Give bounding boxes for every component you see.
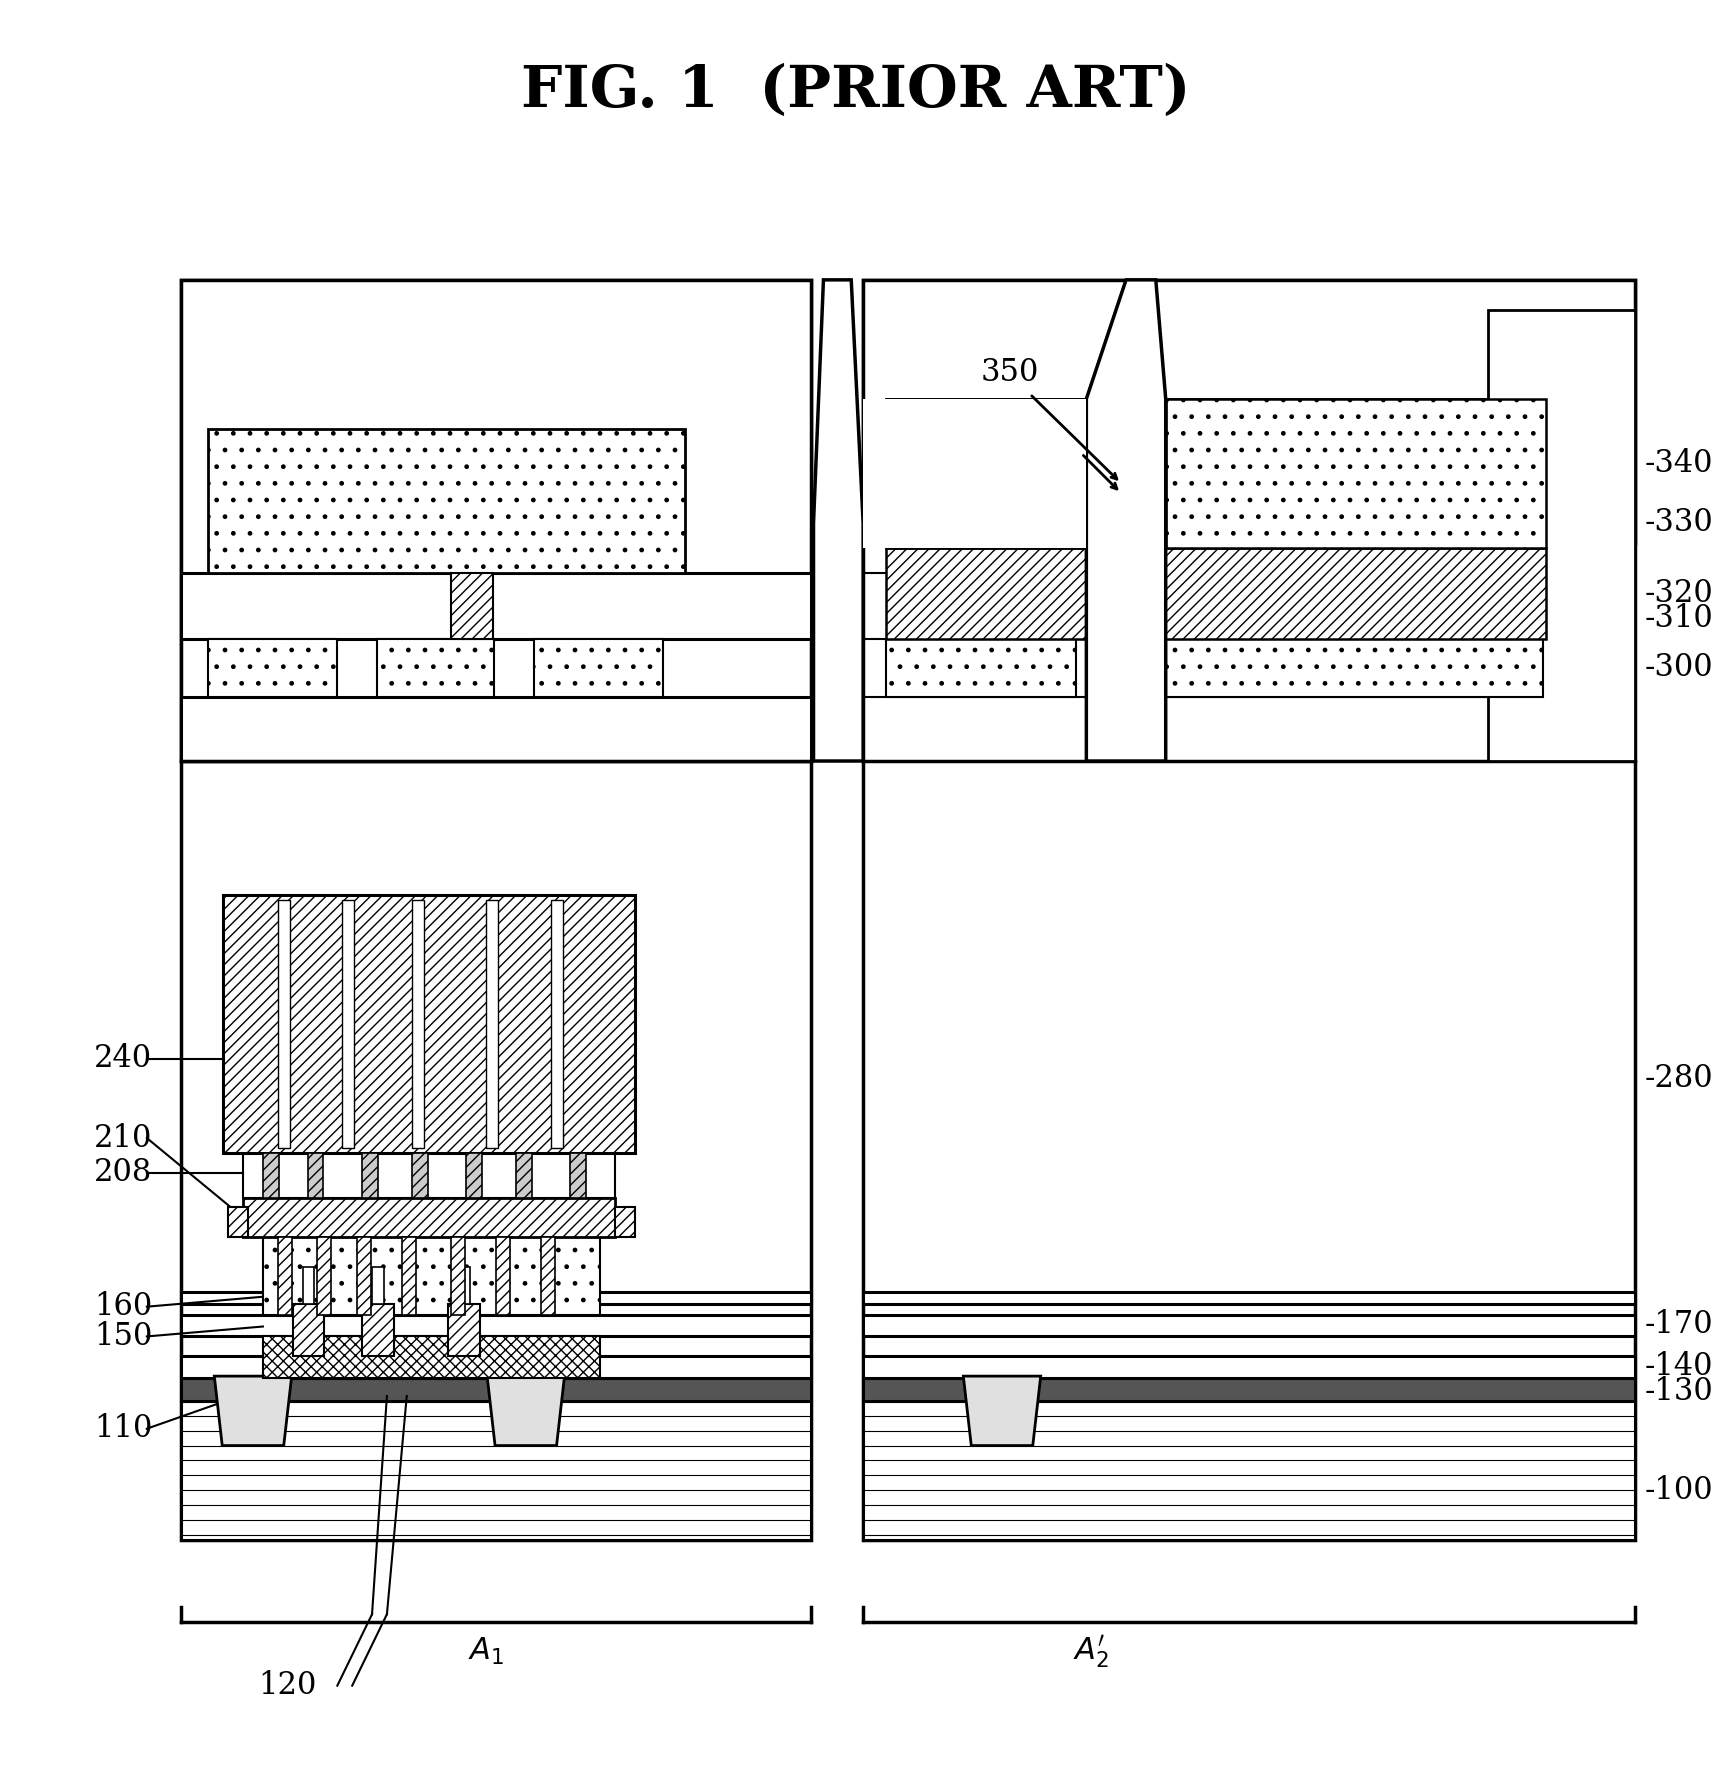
Bar [863, 279, 1633, 1541]
Bar [243, 1153, 615, 1197]
Bar [317, 1236, 331, 1315]
Bar [181, 697, 810, 761]
Bar [181, 1379, 810, 1400]
Text: 150: 150 [95, 1322, 153, 1352]
Bar [181, 279, 810, 1541]
Polygon shape [963, 1377, 1041, 1446]
Text: 240: 240 [95, 1042, 152, 1075]
Text: 210: 210 [95, 1123, 153, 1153]
Bar [448, 1304, 481, 1356]
Polygon shape [488, 1377, 563, 1446]
Bar [465, 1153, 482, 1197]
Text: 120: 120 [258, 1670, 317, 1701]
Bar [262, 1236, 600, 1315]
Bar [303, 1267, 314, 1304]
Bar [550, 900, 562, 1147]
Bar [863, 1379, 1633, 1400]
Bar [181, 1292, 810, 1304]
Bar [277, 900, 289, 1147]
Polygon shape [214, 1377, 291, 1446]
Text: -170: -170 [1644, 1309, 1713, 1340]
Bar [886, 548, 1546, 639]
Bar [863, 279, 1633, 543]
Text: -340: -340 [1644, 448, 1713, 479]
Bar [357, 1236, 370, 1315]
Bar [541, 1236, 555, 1315]
Bar [451, 1236, 465, 1315]
Text: -300: -300 [1644, 653, 1713, 683]
Text: 110: 110 [95, 1413, 153, 1445]
Text: 350: 350 [980, 356, 1039, 388]
Bar [262, 1336, 600, 1379]
Bar [496, 1236, 510, 1315]
Bar [412, 1153, 427, 1197]
Bar [534, 639, 662, 697]
Bar [243, 1197, 615, 1236]
Bar [458, 1267, 470, 1304]
Bar [343, 900, 353, 1147]
Text: FIG. 1  (PRIOR ART): FIG. 1 (PRIOR ART) [520, 64, 1189, 119]
Bar [886, 639, 1075, 697]
Bar [208, 429, 684, 573]
Bar [412, 900, 424, 1147]
Text: -100: -100 [1644, 1475, 1713, 1505]
Bar [181, 1400, 810, 1541]
Bar [863, 1292, 1633, 1304]
Text: 160: 160 [95, 1292, 152, 1322]
Bar [486, 900, 498, 1147]
Bar [863, 1400, 1633, 1541]
Bar [208, 639, 338, 697]
Bar [377, 639, 495, 697]
Bar [262, 1153, 279, 1197]
Bar [181, 1315, 810, 1336]
Bar [181, 573, 810, 639]
Bar [615, 1208, 634, 1236]
Polygon shape [813, 279, 863, 761]
Bar [451, 573, 493, 639]
Text: -310: -310 [1644, 603, 1713, 633]
Text: $A_2'$: $A_2'$ [1073, 1633, 1108, 1670]
Bar [1165, 398, 1546, 548]
Bar [227, 1208, 248, 1236]
Bar [1487, 310, 1633, 761]
Bar [401, 1236, 415, 1315]
Bar [1165, 639, 1542, 697]
Bar [863, 398, 1085, 548]
Text: -130: -130 [1644, 1375, 1713, 1407]
Text: -320: -320 [1644, 578, 1713, 608]
Bar [181, 279, 810, 761]
Text: $A_1$: $A_1$ [469, 1637, 503, 1667]
Bar [863, 1315, 1633, 1336]
Bar [293, 1304, 324, 1356]
Polygon shape [1085, 279, 1165, 761]
Bar [277, 1236, 291, 1315]
Bar [515, 1153, 531, 1197]
Text: 208: 208 [95, 1158, 152, 1188]
Bar [372, 1267, 384, 1304]
Bar [222, 895, 634, 1153]
Text: -330: -330 [1644, 507, 1713, 539]
Text: -280: -280 [1644, 1064, 1713, 1094]
Bar [863, 1356, 1633, 1379]
Bar [362, 1153, 377, 1197]
Bar [886, 398, 1106, 548]
Bar [362, 1304, 393, 1356]
Bar [181, 1356, 810, 1379]
Bar [307, 1153, 324, 1197]
Text: -140: -140 [1644, 1350, 1713, 1382]
Bar [570, 1153, 586, 1197]
